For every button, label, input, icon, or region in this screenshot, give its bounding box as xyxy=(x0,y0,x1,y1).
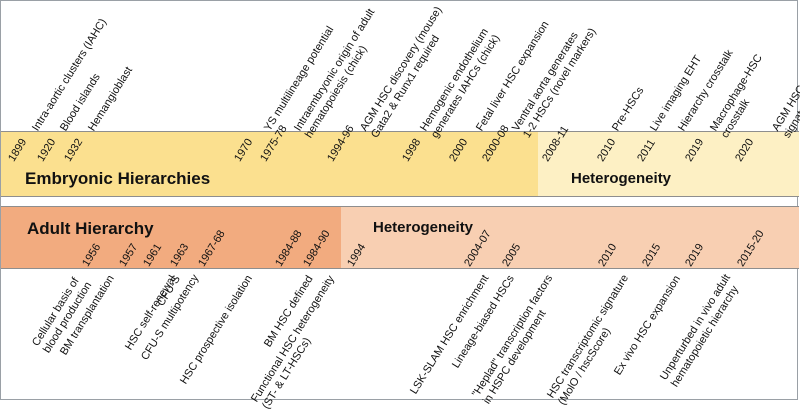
embryonic-title: Embryonic Hierarchies xyxy=(25,169,211,188)
divider-line xyxy=(1,268,799,269)
divider-line xyxy=(1,196,799,197)
embryonic-band xyxy=(1,131,538,196)
divider-line xyxy=(1,206,799,207)
label-line: Pre-HSCs xyxy=(610,85,647,134)
label-line: generates IAHCs (chick) xyxy=(428,32,502,141)
adult-title: Adult Hierarchy xyxy=(27,219,154,238)
label-line: Ventral aorta generates xyxy=(509,30,581,134)
adult-band xyxy=(1,206,341,268)
embryonic-event-label: Ventral aorta generates 1-2 HSCs (novel m… xyxy=(510,19,599,140)
adult-heterogeneity-label: Heterogeneity xyxy=(373,219,474,236)
embryonic-heterogeneity-label: Heterogeneity xyxy=(571,170,672,187)
divider-line xyxy=(1,131,799,132)
embryonic-event-label: Pre-HSCs xyxy=(610,85,647,134)
embryonic-heterogeneity-band xyxy=(538,131,799,196)
adult-heterogeneity-band xyxy=(341,206,799,268)
